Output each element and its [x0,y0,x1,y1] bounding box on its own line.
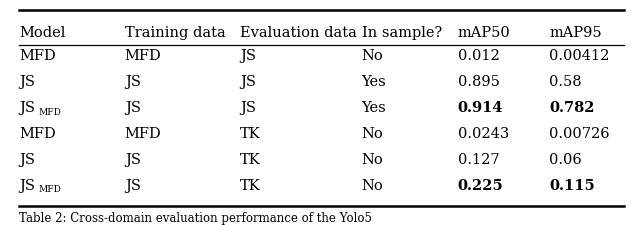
Text: 0.127: 0.127 [458,153,499,167]
Text: Model: Model [19,26,65,40]
Text: Training data: Training data [125,26,225,40]
Text: TK: TK [240,153,260,167]
Text: JS: JS [125,75,141,89]
Text: JS: JS [19,153,35,167]
Text: JS: JS [125,179,141,193]
Text: MFD: MFD [125,49,161,63]
Text: Yes: Yes [362,75,387,89]
Text: TK: TK [240,179,260,193]
Text: JS: JS [19,101,35,115]
Text: 0.06: 0.06 [549,153,582,167]
Text: JS: JS [125,101,141,115]
Text: No: No [362,179,383,193]
Text: 0.914: 0.914 [458,101,503,115]
Text: JS: JS [19,179,35,193]
Text: 0.0243: 0.0243 [458,127,509,141]
Text: Yes: Yes [362,101,387,115]
Text: 0.782: 0.782 [549,101,595,115]
Text: MFD: MFD [38,108,61,117]
Text: No: No [362,49,383,63]
Text: 0.115: 0.115 [549,179,595,193]
Text: 0.225: 0.225 [458,179,503,193]
Text: 0.012: 0.012 [458,49,499,63]
Text: MFD: MFD [19,49,56,63]
Text: MFD: MFD [38,185,61,194]
Text: JS: JS [240,49,256,63]
Text: JS: JS [240,101,256,115]
Text: 0.58: 0.58 [549,75,582,89]
Text: No: No [362,127,383,141]
Text: No: No [362,153,383,167]
Text: JS: JS [125,153,141,167]
Text: MFD: MFD [19,127,56,141]
Text: TK: TK [240,127,260,141]
Text: JS: JS [240,75,256,89]
Text: 0.00726: 0.00726 [549,127,610,141]
Text: mAP95: mAP95 [549,26,602,40]
Text: In sample?: In sample? [362,26,442,40]
Text: JS: JS [19,75,35,89]
Text: Evaluation data: Evaluation data [240,26,357,40]
Text: 0.00412: 0.00412 [549,49,609,63]
Text: MFD: MFD [125,127,161,141]
Text: mAP50: mAP50 [458,26,510,40]
Text: 0.895: 0.895 [458,75,499,89]
Text: Table 2: Cross-domain evaluation performance of the Yolo5: Table 2: Cross-domain evaluation perform… [19,212,372,225]
